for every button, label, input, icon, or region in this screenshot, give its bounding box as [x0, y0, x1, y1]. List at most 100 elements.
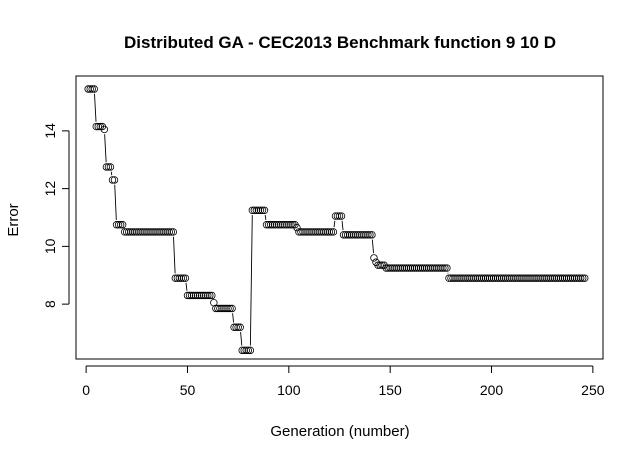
- data-point: [347, 231, 356, 239]
- data-point: [325, 228, 334, 236]
- data-point: [443, 264, 451, 272]
- data-point: [394, 264, 402, 272]
- data-point: [333, 212, 342, 220]
- data-point: [112, 221, 121, 229]
- data-point: [449, 274, 457, 282]
- data-point: [252, 206, 261, 214]
- data-point: [548, 274, 557, 282]
- data-point: [218, 304, 226, 313]
- data-point: [538, 274, 546, 282]
- data-point: [433, 264, 441, 272]
- data-point: [305, 228, 313, 236]
- data-point: [386, 264, 394, 272]
- data-point: [88, 85, 96, 93]
- data-point: [418, 264, 427, 272]
- data-point: [441, 264, 449, 272]
- data-point: [463, 274, 471, 282]
- data-point: [522, 274, 530, 282]
- data-point: [264, 221, 273, 229]
- data-point: [191, 291, 200, 300]
- data-point: [570, 274, 579, 282]
- data-point: [309, 228, 317, 236]
- data-point: [540, 274, 548, 282]
- data-point: [518, 274, 526, 282]
- data-point: [197, 291, 206, 300]
- data-point: [408, 264, 417, 272]
- data-point: [382, 264, 390, 272]
- data-point: [133, 228, 141, 236]
- data-point: [297, 228, 305, 236]
- data-point: [358, 231, 366, 239]
- data-point: [564, 274, 573, 282]
- data-point: [175, 274, 184, 282]
- data-point: [171, 274, 180, 282]
- data-point: [431, 264, 439, 272]
- data-point: [120, 228, 129, 236]
- data-point: [343, 231, 352, 239]
- series-segment: [94, 93, 97, 122]
- data-point: [84, 85, 92, 93]
- data-point: [173, 274, 182, 282]
- data-point: [232, 323, 240, 331]
- data-point: [145, 228, 153, 236]
- series-segment: [371, 239, 374, 254]
- data-point: [189, 291, 198, 300]
- data-point: [139, 228, 147, 236]
- data-point: [270, 221, 279, 229]
- data-point: [195, 291, 204, 300]
- data-point: [554, 274, 563, 282]
- data-point: [94, 122, 102, 131]
- x-tick-label: 200: [480, 382, 504, 398]
- data-point: [250, 206, 259, 214]
- data-point: [502, 274, 510, 282]
- data-point: [122, 228, 131, 236]
- data-point: [445, 274, 453, 282]
- data-point: [420, 264, 429, 272]
- data-point: [313, 228, 321, 236]
- data-point: [236, 323, 244, 331]
- data-point: [268, 221, 277, 229]
- data-point: [491, 274, 500, 282]
- data-point: [165, 228, 173, 236]
- data-point: [477, 274, 486, 282]
- data-point: [483, 274, 492, 282]
- data-point: [177, 274, 186, 282]
- data-point: [487, 274, 496, 282]
- data-point: [416, 264, 425, 272]
- data-point: [577, 274, 585, 282]
- data-point: [216, 304, 224, 313]
- data-point: [451, 274, 459, 282]
- data-point: [349, 231, 358, 239]
- data-point: [402, 264, 411, 272]
- data-point: [135, 228, 143, 236]
- data-point: [384, 264, 392, 272]
- data-point: [226, 304, 234, 313]
- data-point: [572, 274, 581, 282]
- data-point: [376, 261, 384, 269]
- data-point: [183, 291, 192, 300]
- data-point: [550, 274, 559, 282]
- data-point: [307, 228, 315, 236]
- data-point: [303, 228, 311, 236]
- data-point: [212, 304, 220, 313]
- data-point: [516, 274, 524, 282]
- data-point: [558, 274, 567, 282]
- data-point: [352, 231, 360, 239]
- data-point: [562, 274, 571, 282]
- series-segment: [110, 171, 113, 176]
- data-point: [526, 274, 534, 282]
- y-tick-label: 8: [42, 300, 58, 308]
- data-point: [151, 228, 159, 236]
- data-point: [566, 274, 575, 282]
- data-point: [388, 264, 396, 272]
- series-segment: [104, 134, 107, 163]
- data-point: [159, 228, 167, 236]
- x-tick-label: 100: [277, 382, 301, 398]
- data-point: [323, 228, 332, 236]
- data-point: [179, 274, 188, 282]
- series-segment: [264, 214, 267, 221]
- data-point: [315, 228, 323, 236]
- data-point: [356, 231, 364, 239]
- data-point: [339, 231, 348, 239]
